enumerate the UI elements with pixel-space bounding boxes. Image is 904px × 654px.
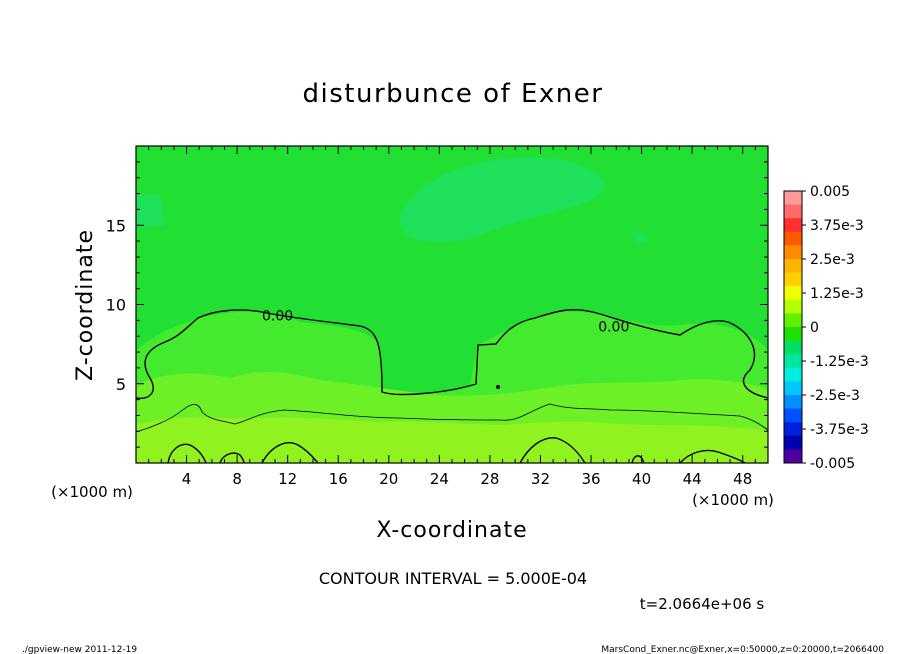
- y-tick-label: 10: [106, 296, 126, 315]
- colorbar-label: 1.25e-3: [810, 286, 864, 302]
- contour-thin-line: [136, 403, 768, 433]
- y-tick-label: 5: [116, 375, 126, 394]
- colorbar-swatch: [784, 245, 802, 260]
- colorbar-label: 2.5e-3: [810, 252, 855, 268]
- chart-title: disturbunce of Exner: [303, 79, 604, 109]
- colorbar-swatch: [784, 299, 802, 314]
- x-tick-label: 28: [480, 470, 499, 488]
- field-upper-region: [399, 157, 605, 243]
- colorbar-swatch: [784, 313, 802, 328]
- x-tick-label: 40: [632, 470, 651, 488]
- y-axis-unit: (×1000 m): [51, 483, 133, 501]
- y-tick-label: 15: [106, 216, 126, 235]
- x-tick-label: 20: [379, 470, 398, 488]
- colorbar-swatch: [784, 327, 802, 342]
- time-label: t=2.0664e+06 s: [640, 595, 765, 613]
- contour-bottom-5: [631, 455, 645, 463]
- field-upper-spot-right: [632, 231, 649, 243]
- plot-area: 0.00 0.00: [135, 145, 769, 464]
- colorbar-swatch: [784, 272, 802, 287]
- field-upper-spot-left: [136, 195, 165, 228]
- footer-left-text: ./gpview-new 2011-12-19: [22, 645, 137, 654]
- colorbar-swatch: [784, 204, 802, 219]
- colorbar-swatch: [784, 354, 802, 369]
- contour-bottom-6: [679, 449, 746, 463]
- contour-bottom-4: [519, 437, 586, 463]
- x-tick-label: 36: [581, 470, 600, 488]
- colorbar: 0.005 3.75e-3 2.5e-3 1.25e-3 0 -1.25e-3 -2.5e-…: [783, 184, 869, 472]
- contour-bottom-3: [261, 442, 319, 463]
- x-tick-label: 48: [733, 470, 752, 488]
- x-tick-label: 44: [683, 470, 702, 488]
- colorbar-swatch: [784, 381, 802, 396]
- x-tick-label: 12: [278, 470, 297, 488]
- colorbar-swatch: [784, 422, 802, 437]
- colorbar-swatch: [784, 395, 802, 410]
- contour-bottom-2: [219, 452, 245, 463]
- contour-interval-text: CONTOUR INTERVAL = 5.000E-04: [319, 569, 587, 588]
- colorbar-label: -3.75e-3: [810, 422, 869, 438]
- footer-right-text: MarsCond_Exner.nc@Exner,x=0:50000,z=0:20…: [601, 645, 884, 654]
- colorbar-label: 0: [810, 320, 819, 336]
- colorbar-swatch: [784, 435, 802, 450]
- x-tick-label: 24: [430, 470, 449, 488]
- field-layer-3: [136, 417, 768, 463]
- y-axis-label: Z-coordinate: [73, 229, 98, 381]
- contour-label: 0.00: [262, 309, 293, 325]
- colorbar-swatch: [784, 286, 802, 301]
- x-tick-label: 32: [531, 470, 550, 488]
- colorbar-label: 3.75e-3: [810, 218, 864, 234]
- x-tick-label: 16: [329, 470, 348, 488]
- colorbar-swatch: [784, 259, 802, 274]
- colorbar-label: -1.25e-3: [810, 354, 869, 370]
- x-tick-label: 4: [182, 470, 192, 488]
- contour-bottom-1: [167, 443, 207, 463]
- colorbar-swatch: [784, 191, 802, 206]
- x-axis-unit: (×1000 m): [692, 491, 774, 509]
- colorbar-label: -0.005: [810, 456, 855, 472]
- colorbar-swatch: [784, 340, 802, 355]
- contour-dot: [496, 385, 500, 389]
- contour-zero-line: [136, 309, 768, 399]
- colorbar-swatch: [784, 231, 802, 246]
- colorbar-swatch: [784, 218, 802, 233]
- colorbar-label: 0.005: [810, 184, 850, 200]
- x-axis-label: X-coordinate: [376, 518, 527, 543]
- colorbar-swatch: [784, 408, 802, 423]
- colorbar-swatch: [784, 367, 802, 382]
- colorbar-swatch: [784, 449, 802, 464]
- contour-label: 0.00: [598, 320, 629, 336]
- x-tick-label: 8: [232, 470, 242, 488]
- colorbar-label: -2.5e-3: [810, 388, 860, 404]
